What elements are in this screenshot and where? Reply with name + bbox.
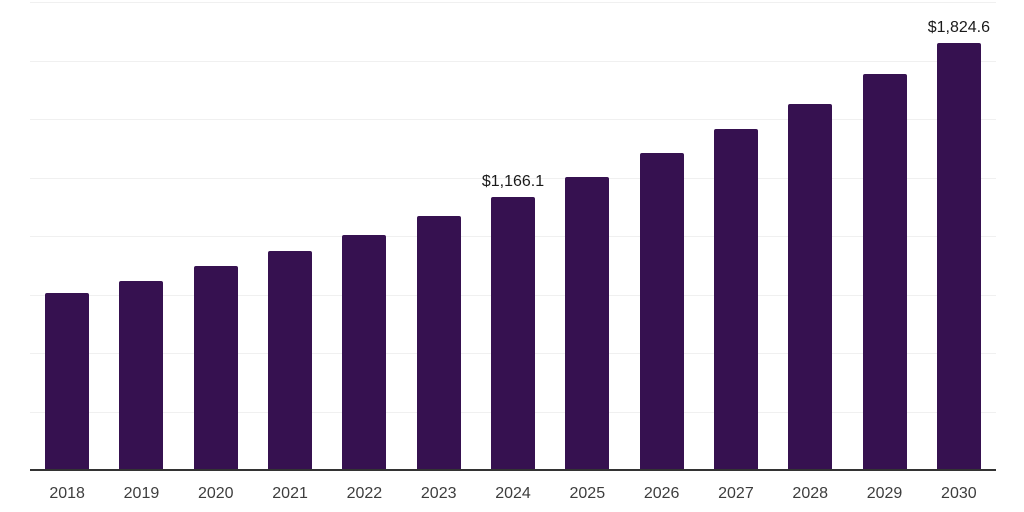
bar-2023 xyxy=(416,216,461,470)
gridline-2000 xyxy=(30,2,996,3)
x-label-2020: 2020 xyxy=(197,485,234,502)
bar-2030 xyxy=(936,43,981,470)
data-label-2030: $1,824.6 xyxy=(927,19,990,37)
x-label-2021: 2021 xyxy=(272,485,308,502)
bar-2020 xyxy=(193,266,238,470)
bar-2018 xyxy=(45,293,90,470)
bar-2021 xyxy=(268,250,313,470)
x-label-2029: 2029 xyxy=(866,485,903,502)
bar-2026 xyxy=(639,153,684,470)
x-label-2026: 2026 xyxy=(643,485,680,502)
bar-2027 xyxy=(713,129,758,470)
data-label-2024: $1,166.1 xyxy=(481,173,545,191)
x-axis-line xyxy=(30,469,996,471)
x-label-2019: 2019 xyxy=(123,485,160,502)
bar-2029 xyxy=(862,73,907,470)
x-label-2022: 2022 xyxy=(346,485,383,502)
x-label-2030: 2030 xyxy=(941,485,977,502)
x-label-2025: 2025 xyxy=(569,485,606,502)
gridline-1500 xyxy=(30,119,996,120)
x-label-2028: 2028 xyxy=(792,485,829,502)
bar-2019 xyxy=(119,280,164,470)
x-label-2023: 2023 xyxy=(420,485,457,502)
x-label-2027: 2027 xyxy=(718,485,754,502)
bar-2025 xyxy=(565,177,610,470)
bar-2024 xyxy=(491,197,535,470)
gridline-1750 xyxy=(30,60,996,62)
bar-2022 xyxy=(342,234,387,470)
gridline-1250 xyxy=(30,177,996,179)
x-label-2024: 2024 xyxy=(495,485,531,502)
bar-2028 xyxy=(788,103,833,470)
x-label-2018: 2018 xyxy=(49,485,85,502)
